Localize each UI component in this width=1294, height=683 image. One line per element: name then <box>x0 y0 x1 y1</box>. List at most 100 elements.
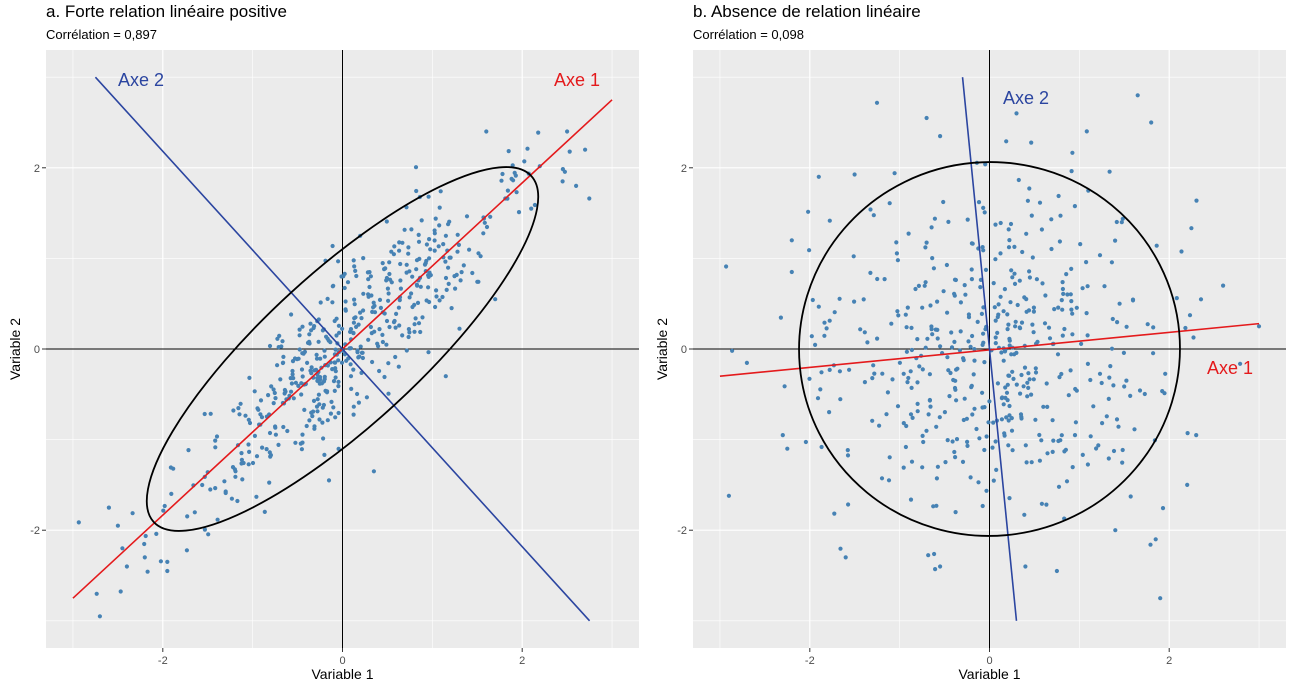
data-point <box>852 299 857 304</box>
data-point <box>426 350 431 355</box>
data-point <box>267 343 273 349</box>
data-point <box>1058 213 1063 218</box>
data-point <box>979 311 984 316</box>
data-point <box>1130 298 1136 303</box>
data-point <box>232 467 237 472</box>
data-point <box>184 548 189 553</box>
data-point <box>281 354 286 359</box>
data-point <box>921 439 926 445</box>
data-point <box>887 201 892 206</box>
data-point <box>1029 140 1034 145</box>
data-point <box>1057 239 1062 244</box>
data-point <box>247 375 252 380</box>
panel-b: b. Absence de relation linéaire Corrélat… <box>647 0 1294 683</box>
data-point <box>832 310 837 315</box>
data-point <box>1185 482 1190 487</box>
data-point <box>865 340 870 345</box>
data-point <box>894 240 899 245</box>
data-point <box>905 380 910 385</box>
data-point <box>938 344 943 349</box>
data-point <box>259 415 265 420</box>
data-point <box>901 465 906 470</box>
data-point <box>1034 277 1039 282</box>
data-point <box>882 277 887 282</box>
data-point <box>433 304 438 310</box>
data-point <box>272 390 277 396</box>
data-point <box>816 304 821 309</box>
data-point <box>862 380 867 385</box>
axe2-label: Axe 2 <box>118 70 164 90</box>
data-point <box>993 257 998 262</box>
data-point <box>982 210 987 215</box>
data-point <box>1006 322 1011 327</box>
data-point <box>1033 417 1038 422</box>
data-point <box>449 306 454 311</box>
data-point <box>1030 322 1035 327</box>
data-point <box>307 332 312 337</box>
data-point <box>312 426 317 431</box>
data-point <box>1043 293 1048 298</box>
data-point <box>525 146 530 151</box>
data-point <box>371 469 376 474</box>
data-point <box>965 217 970 222</box>
data-point <box>418 329 423 335</box>
data-point <box>413 165 419 170</box>
data-point <box>1010 448 1015 453</box>
data-point <box>1221 283 1226 288</box>
data-point <box>1056 438 1061 444</box>
data-point <box>1054 568 1059 574</box>
data-point <box>1000 395 1005 400</box>
data-point <box>369 293 374 298</box>
data-point <box>406 251 411 256</box>
data-point <box>364 395 369 400</box>
data-point <box>969 267 974 272</box>
data-point <box>380 332 385 337</box>
data-point <box>1073 420 1078 425</box>
data-point <box>953 455 958 460</box>
data-point <box>297 333 302 338</box>
data-point <box>202 411 207 417</box>
data-point <box>1019 320 1025 325</box>
data-point <box>1004 139 1009 144</box>
data-point <box>1031 330 1036 335</box>
data-point <box>1107 169 1112 174</box>
data-point <box>1009 428 1015 433</box>
data-point <box>1116 424 1121 429</box>
data-point <box>993 318 998 323</box>
data-point <box>418 284 423 289</box>
data-point <box>1047 336 1053 341</box>
axe2-label: Axe 2 <box>1003 88 1049 108</box>
data-point <box>240 477 245 482</box>
data-point <box>827 218 832 223</box>
data-point <box>965 443 970 448</box>
data-point <box>1017 278 1022 283</box>
data-point <box>266 393 271 398</box>
data-point <box>348 346 353 351</box>
data-point <box>868 207 873 212</box>
data-point <box>923 245 928 250</box>
data-point <box>785 446 790 451</box>
data-point <box>328 340 333 345</box>
data-point <box>1149 120 1154 125</box>
data-point <box>1064 272 1069 277</box>
data-point <box>437 298 442 303</box>
data-point <box>1002 431 1007 436</box>
data-point <box>161 508 166 513</box>
data-point <box>239 457 244 462</box>
data-point <box>484 129 489 134</box>
data-point <box>822 333 827 338</box>
data-point <box>1085 462 1090 467</box>
data-point <box>1023 564 1028 569</box>
data-point <box>377 368 382 374</box>
data-point <box>349 386 354 391</box>
data-point <box>236 406 241 411</box>
data-point <box>1010 369 1015 374</box>
data-point <box>398 278 403 283</box>
data-point <box>309 365 314 370</box>
data-point <box>409 291 414 296</box>
data-point <box>214 434 220 439</box>
data-point <box>532 202 538 208</box>
data-point <box>984 434 989 439</box>
data-point <box>1007 403 1012 409</box>
data-point <box>378 305 383 310</box>
